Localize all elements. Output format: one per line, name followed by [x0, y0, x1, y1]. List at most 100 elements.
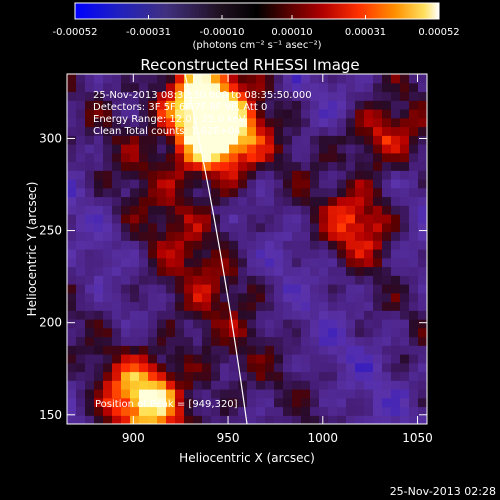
- heatmap-cell: [256, 91, 266, 101]
- heatmap-cell: [301, 74, 311, 84]
- heatmap-cell: [220, 91, 230, 101]
- heatmap-cell: [364, 82, 374, 93]
- heatmap-cell: [148, 266, 158, 276]
- heatmap-cell: [193, 100, 203, 110]
- heatmap-cell: [148, 109, 158, 119]
- heatmap-cell: [238, 126, 248, 136]
- heatmap-cell: [157, 135, 167, 145]
- heatmap-cell: [202, 82, 212, 93]
- heatmap-cell: [157, 126, 167, 136]
- heatmap-cell: [130, 257, 140, 268]
- heatmap-cell: [346, 380, 356, 390]
- heatmap-cell: [130, 82, 140, 93]
- heatmap-cell: [130, 389, 140, 399]
- heatmap-cell: [409, 354, 419, 364]
- heatmap-cell: [382, 257, 392, 268]
- heatmap-cell: [121, 126, 131, 136]
- heatmap-cell: [157, 117, 167, 128]
- heatmap-cell: [94, 257, 104, 268]
- heatmap-cell: [76, 205, 86, 215]
- heatmap-cell: [256, 152, 266, 163]
- heatmap-cell: [220, 82, 230, 93]
- heatmap-cell: [373, 231, 383, 241]
- heatmap-cell: [355, 144, 365, 154]
- heatmap-cell: [175, 406, 185, 416]
- heatmap-cell: [274, 266, 284, 276]
- heatmap-cell: [166, 345, 176, 355]
- heatmap-cell: [85, 284, 95, 294]
- heatmap-cell: [364, 336, 374, 346]
- heatmap-cell: [400, 249, 410, 259]
- heatmap-cell: [328, 319, 338, 329]
- heatmap-cell: [238, 257, 248, 268]
- heatmap-cell: [310, 389, 320, 399]
- heatmap-cell: [292, 415, 302, 424]
- heatmap-cell: [274, 126, 284, 136]
- heatmap-cell: [103, 187, 113, 198]
- heatmap-cell: [139, 354, 149, 364]
- heatmap-cell: [400, 284, 410, 294]
- heatmap-cell: [355, 74, 365, 84]
- heatmap-cell: [112, 144, 122, 154]
- heatmap-cell: [148, 161, 158, 171]
- heatmap-cell: [94, 187, 104, 198]
- heatmap-cell: [220, 187, 230, 198]
- heatmap-cell: [283, 214, 293, 224]
- heatmap-cell: [184, 126, 194, 136]
- heatmap-cell: [355, 380, 365, 390]
- heatmap-cell: [409, 126, 419, 136]
- heatmap-cell: [400, 397, 410, 408]
- heatmap-cell: [139, 249, 149, 259]
- heatmap-cell: [166, 170, 176, 180]
- heatmap-cell: [175, 214, 185, 224]
- heatmap-cell: [229, 144, 239, 154]
- heatmap-cell: [292, 249, 302, 259]
- y-tick-label: 150: [39, 408, 62, 422]
- heatmap-cell: [166, 222, 176, 233]
- heatmap-cell: [256, 196, 266, 206]
- heatmap-cell: [346, 74, 356, 84]
- heatmap-cell: [229, 82, 239, 93]
- heatmap-cell: [319, 100, 329, 110]
- heatmap-cell: [67, 126, 77, 136]
- heatmap-cell: [202, 257, 212, 268]
- heatmap-cell: [301, 319, 311, 329]
- heatmap-cell: [283, 74, 293, 84]
- heatmap-cell: [220, 222, 230, 233]
- heatmap-cell: [256, 170, 266, 180]
- heatmap-cell: [139, 292, 149, 303]
- heatmap-cell: [310, 135, 320, 145]
- heatmap-cell: [409, 144, 419, 154]
- heatmap-cell: [319, 249, 329, 259]
- heatmap-cell: [283, 362, 293, 373]
- heatmap-cell: [76, 109, 86, 119]
- heatmap-cell: [94, 222, 104, 233]
- heatmap-cell: [211, 380, 221, 390]
- heatmap-cell: [184, 74, 194, 84]
- heatmap-cell: [373, 336, 383, 346]
- heatmap-cell: [148, 196, 158, 206]
- heatmap-cell: [229, 257, 239, 268]
- colorbar-tick-label: -0.00031: [126, 27, 171, 38]
- heatmap-cell: [94, 266, 104, 276]
- heatmap-cell: [283, 231, 293, 241]
- heatmap-cell: [391, 240, 401, 250]
- heatmap-cell: [310, 214, 320, 224]
- heatmap-cell: [175, 144, 185, 154]
- heatmap-cell: [166, 240, 176, 250]
- heatmap-cell: [283, 354, 293, 364]
- heatmap-cell: [247, 354, 257, 364]
- heatmap-cell: [211, 161, 221, 171]
- heatmap-cell: [157, 82, 167, 93]
- heatmap-cell: [373, 284, 383, 294]
- heatmap-cell: [274, 179, 284, 189]
- heatmap-cell: [184, 310, 194, 320]
- heatmap-cell: [67, 397, 77, 408]
- heatmap-cell: [256, 187, 266, 198]
- heatmap-cell: [103, 240, 113, 250]
- heatmap-cell: [94, 415, 104, 424]
- heatmap-cell: [400, 126, 410, 136]
- heatmap-cell: [76, 284, 86, 294]
- heatmap-cell: [175, 82, 185, 93]
- heatmap-cell: [220, 205, 230, 215]
